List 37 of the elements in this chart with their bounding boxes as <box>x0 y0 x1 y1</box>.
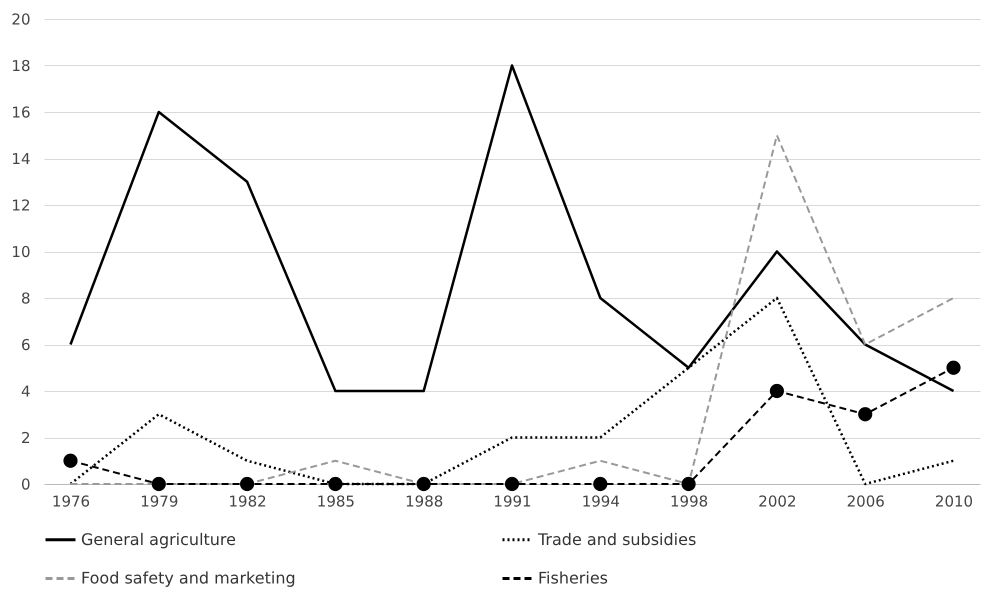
legend-label: Food safety and marketing <box>81 568 296 588</box>
x-tick-label: 1985 <box>316 492 355 510</box>
x-tick-label: 1988 <box>405 492 444 510</box>
y-tick-label: 0 <box>20 476 30 494</box>
point <box>240 476 254 492</box>
y-tick-label: 14 <box>11 150 30 168</box>
point <box>770 384 784 398</box>
legend-label: Fisheries <box>538 568 608 588</box>
y-tick-label: 20 <box>11 10 30 28</box>
x-tick-label: 1982 <box>228 492 267 510</box>
legend-label: General agriculture <box>81 530 236 549</box>
legend-label: Trade and subsidies <box>537 530 696 549</box>
x-tick-label: 2010 <box>934 492 974 510</box>
point <box>593 476 608 492</box>
x-tick-label: 1994 <box>582 492 620 510</box>
point <box>152 476 166 492</box>
x-tick-label: 1991 <box>493 492 532 510</box>
point <box>328 476 342 492</box>
point <box>946 360 961 375</box>
y-tick-label: 2 <box>20 429 30 447</box>
x-tick-label: 1979 <box>140 492 178 510</box>
y-tick-label: 12 <box>11 196 30 214</box>
point <box>858 407 872 422</box>
y-tick-label: 6 <box>20 336 30 354</box>
x-tick-label: 2006 <box>846 492 885 510</box>
y-tick-label: 8 <box>20 290 30 308</box>
x-tick-label: 2002 <box>758 492 796 510</box>
y-tick-label: 16 <box>11 104 30 122</box>
y-tick-label: 4 <box>20 382 30 400</box>
point <box>682 476 696 492</box>
point <box>504 476 520 492</box>
y-tick-label: 18 <box>11 57 30 75</box>
y-tick-label: 10 <box>11 243 30 261</box>
point <box>416 476 431 492</box>
point <box>63 454 78 468</box>
x-tick-label: 1976 <box>52 492 90 510</box>
x-tick-label: 1998 <box>670 492 708 510</box>
